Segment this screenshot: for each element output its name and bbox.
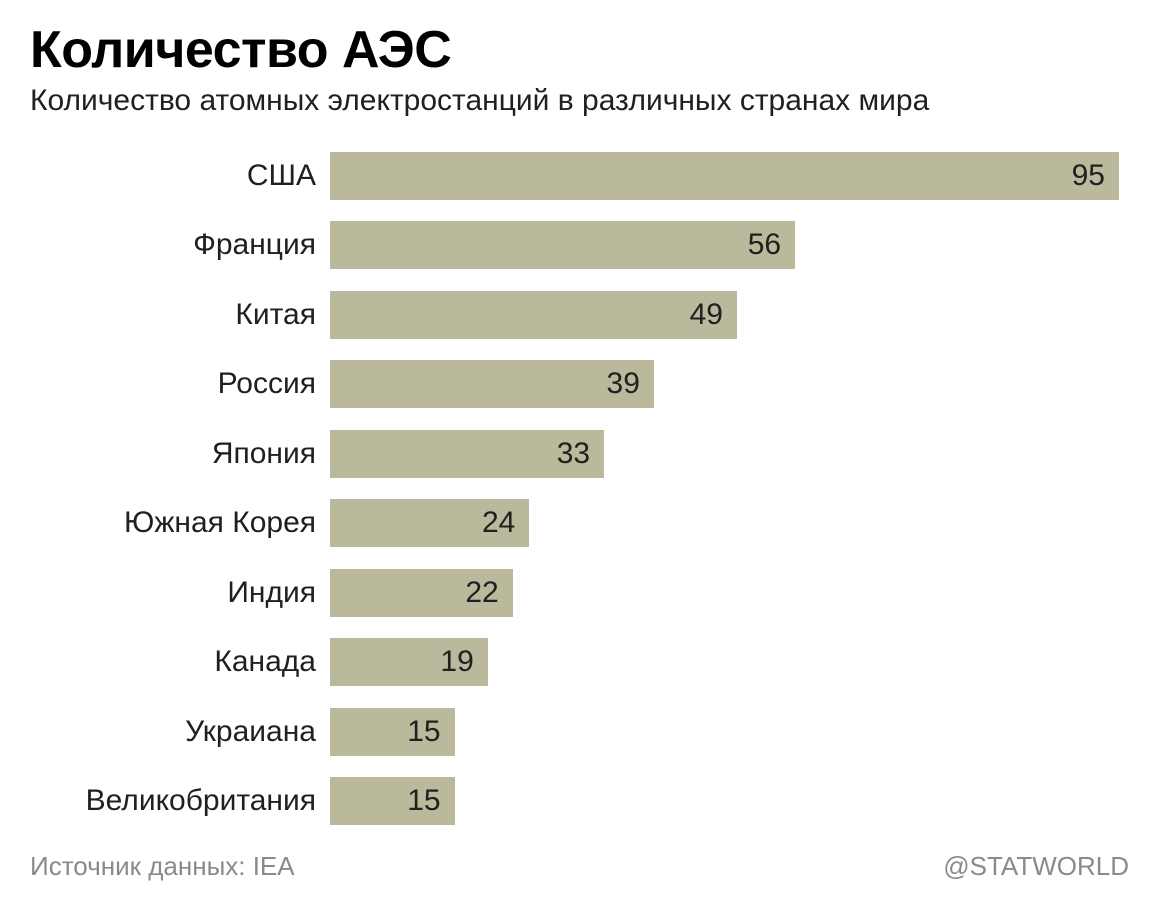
bar-area: 19 bbox=[330, 638, 1119, 686]
bar-area: 49 bbox=[330, 291, 1119, 339]
bar-row: Канада 19 bbox=[30, 632, 1119, 692]
bar-label: Великобритания bbox=[30, 784, 330, 818]
bar-label: Канада bbox=[30, 645, 330, 679]
bar-label: Индия bbox=[30, 576, 330, 610]
bar-row: Великобритания 15 bbox=[30, 771, 1119, 831]
chart-title: Количество АЭС bbox=[30, 20, 1129, 80]
bar-value: 56 bbox=[748, 228, 781, 262]
bar-area: 56 bbox=[330, 221, 1119, 269]
bar-area: 15 bbox=[330, 708, 1119, 756]
bar: 56 bbox=[330, 221, 795, 269]
bar-area: 95 bbox=[330, 152, 1119, 200]
bar: 24 bbox=[330, 499, 529, 547]
chart-subtitle: Количество атомных электростанций в разл… bbox=[30, 84, 1129, 118]
bar-area: 15 bbox=[330, 777, 1119, 825]
bar-label: Россия bbox=[30, 367, 330, 401]
bar-chart: США 95 Франция 56 Китая 49 Россия 39 Япония 33 Южн… bbox=[30, 146, 1129, 831]
bar-label: Китая bbox=[30, 298, 330, 332]
bar-value: 15 bbox=[407, 784, 440, 818]
bar-value: 15 bbox=[407, 715, 440, 749]
bar-row: Южная Корея 24 bbox=[30, 493, 1119, 553]
bar-row: Украиана 15 bbox=[30, 702, 1119, 762]
bar-value: 95 bbox=[1072, 159, 1105, 193]
bar-row: Индия 22 bbox=[30, 563, 1119, 623]
bar-row: Россия 39 bbox=[30, 354, 1119, 414]
chart-credit: @STATWORLD bbox=[943, 851, 1129, 882]
bar: 49 bbox=[330, 291, 737, 339]
bar-area: 39 bbox=[330, 360, 1119, 408]
bar-value: 33 bbox=[557, 437, 590, 471]
bar: 39 bbox=[330, 360, 654, 408]
bar-label: Украиана bbox=[30, 715, 330, 749]
bar-area: 22 bbox=[330, 569, 1119, 617]
bar: 19 bbox=[330, 638, 488, 686]
bar-row: Япония 33 bbox=[30, 424, 1119, 484]
bar-value: 49 bbox=[690, 298, 723, 332]
bar-value: 39 bbox=[607, 367, 640, 401]
bar-row: США 95 bbox=[30, 146, 1119, 206]
bar-label: Япония bbox=[30, 437, 330, 471]
bar-label: США bbox=[30, 159, 330, 193]
bar-area: 24 bbox=[330, 499, 1119, 547]
bar: 33 bbox=[330, 430, 604, 478]
bar-area: 33 bbox=[330, 430, 1119, 478]
bar-row: Франция 56 bbox=[30, 215, 1119, 275]
bar-value: 24 bbox=[482, 506, 515, 540]
bar-label: Франция bbox=[30, 228, 330, 262]
bar-value: 19 bbox=[440, 645, 473, 679]
data-source: Источник данных: IEA bbox=[30, 851, 295, 882]
bar: 15 bbox=[330, 777, 455, 825]
bar: 15 bbox=[330, 708, 455, 756]
bar-label: Южная Корея bbox=[30, 506, 330, 540]
chart-footer: Источник данных: IEA @STATWORLD bbox=[30, 851, 1129, 882]
bar-row: Китая 49 bbox=[30, 285, 1119, 345]
bar-value: 22 bbox=[465, 576, 498, 610]
bar: 95 bbox=[330, 152, 1119, 200]
bar: 22 bbox=[330, 569, 513, 617]
